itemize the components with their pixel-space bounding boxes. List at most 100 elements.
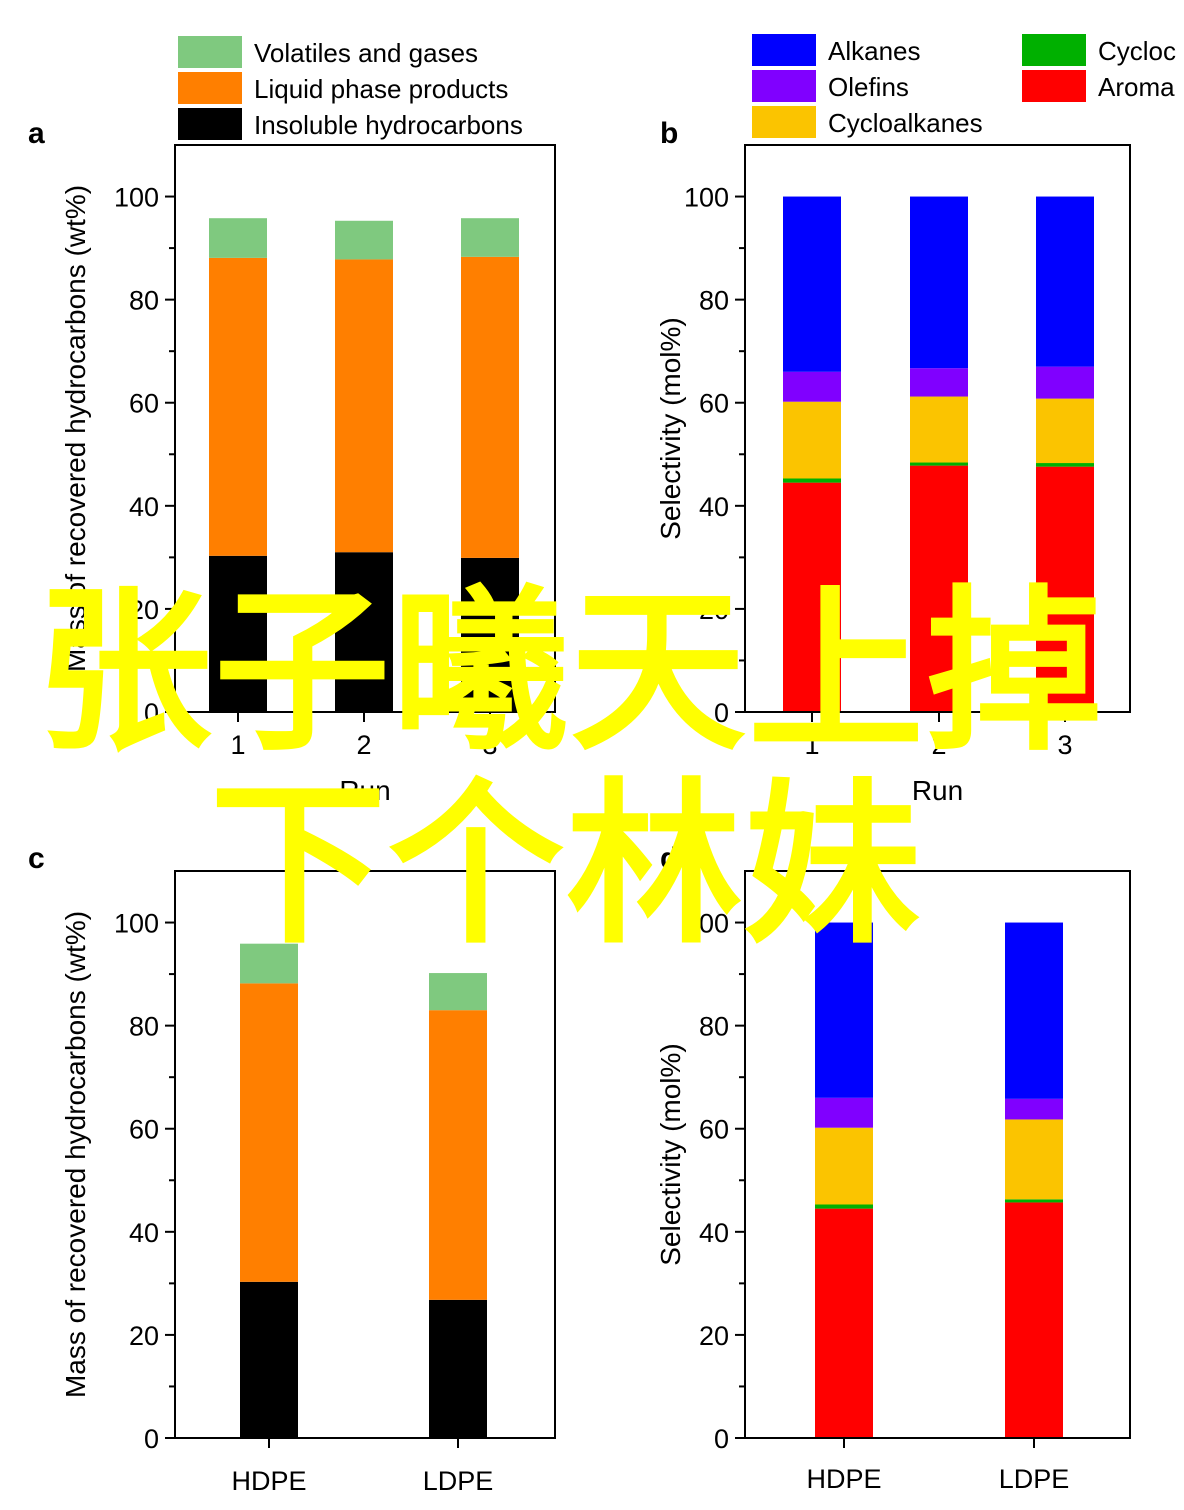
ytick-label-c-40: 40	[129, 1218, 159, 1248]
panel-letter-a: a	[28, 117, 45, 150]
ytick-label-b-20: 20	[699, 595, 729, 625]
ytick-label-d-80: 80	[699, 1012, 729, 1042]
legend-a-insoluble-swatch	[178, 108, 242, 140]
bar-c-ldpe-insoluble	[429, 1299, 487, 1438]
y-axis-label-b: Selectivity (mol%)	[655, 317, 686, 539]
ytick-label-b-80: 80	[699, 286, 729, 316]
chart-panel-d: 0 20 40 60 80 100 HDPE LDPE Selectivity (mol%) d	[655, 842, 1131, 1494]
xtick-label-c-ldpe: LDPE	[423, 1466, 494, 1496]
legend-b-cycloolefins-swatch	[1022, 34, 1086, 66]
bar-c-ldpe-volatiles	[429, 973, 487, 1011]
ytick-label-a-100: 100	[114, 183, 159, 213]
xtick-label-a-2: 2	[356, 730, 371, 760]
ytick-label-a-40: 40	[129, 492, 159, 522]
bar-a-1-insoluble	[209, 555, 267, 712]
bar-b-1-aromatics	[783, 482, 841, 712]
bar-a-2-liquid	[335, 259, 393, 553]
xtick-label-b-3: 3	[1057, 730, 1072, 760]
bar-d-hdpe-aromatics	[815, 1208, 873, 1438]
legend-a-liquid-swatch	[178, 72, 242, 104]
legend-a: Volatiles and gases Liquid phase products…	[178, 36, 523, 140]
xtick-label-b-2: 2	[931, 730, 946, 760]
ytick-label-d-0: 0	[714, 1424, 729, 1454]
bar-b-2-cycloalkanes	[910, 396, 968, 463]
ytick-label-d-60: 60	[699, 1115, 729, 1145]
ytick-label-b-40: 40	[699, 492, 729, 522]
ytick-label-a-20: 20	[129, 595, 159, 625]
plot-frame-d	[744, 870, 1131, 1439]
bar-a-2-volatiles	[335, 220, 393, 260]
ytick-label-b-100: 100	[684, 183, 729, 213]
bar-b-3-cycloolefins	[1036, 463, 1094, 467]
xtick-label-a-1: 1	[230, 730, 245, 760]
xtick-label-c-hdpe: HDPE	[231, 1466, 306, 1496]
bar-b-3-alkanes	[1036, 196, 1094, 367]
chart-panel-a: 0 20 40 60 80 100 1 2 3 Run Mass of recovered hydr…	[28, 117, 556, 806]
plot-frame-c	[174, 870, 556, 1439]
bar-c-hdpe-liquid	[240, 983, 298, 1282]
bar-a-1-liquid	[209, 257, 267, 556]
legend-a-volatiles-swatch	[178, 36, 242, 68]
legend-b-aromatics-label: Aroma	[1098, 72, 1175, 102]
chart-panel-c: 0 20 40 60 80 100 HDPE LDPE Mass of recovered hy…	[28, 842, 556, 1496]
ytick-label-d-40: 40	[699, 1218, 729, 1248]
ytick-label-c-60: 60	[129, 1115, 159, 1145]
legend-b: Alkanes Olefins Cycloalkanes Cycloc Aroma	[752, 34, 1176, 138]
bar-b-3-olefins	[1036, 366, 1094, 399]
xtick-label-a-3: 3	[482, 730, 497, 760]
bar-c-hdpe-volatiles	[240, 943, 298, 984]
bar-a-3-liquid	[461, 256, 519, 558]
x-axis-label-a: Run	[339, 775, 390, 806]
panel-letter-d: d	[660, 842, 678, 875]
bar-b-3-cycloalkanes	[1036, 398, 1094, 464]
y-axis-label-a: Mass of recovered hydrocarbons (wt%)	[60, 185, 91, 672]
bar-b-2-cycloolefins	[910, 462, 968, 466]
y-axis-label-d: Selectivity (mol%)	[655, 1043, 686, 1265]
bar-b-2-olefins	[910, 368, 968, 397]
xtick-label-b-1: 1	[804, 730, 819, 760]
ytick-label-c-100: 100	[114, 909, 159, 939]
xtick-label-d-ldpe: LDPE	[999, 1464, 1070, 1494]
chart-panel-b: 0 20 40 60 80 100 1 2 3 Run Selectivity (mol%) b	[655, 117, 1131, 806]
panel-letter-c: c	[28, 842, 45, 875]
y-axis-label-c: Mass of recovered hydrocarbons (wt%)	[60, 911, 91, 1398]
legend-b-cycloalkanes-swatch	[752, 106, 816, 138]
legend-a-liquid-label: Liquid phase products	[254, 74, 508, 104]
bar-d-ldpe-alkanes	[1005, 922, 1063, 1099]
bar-b-3-aromatics	[1036, 466, 1094, 712]
legend-b-olefins-swatch	[752, 70, 816, 102]
legend-b-alkanes-swatch	[752, 34, 816, 66]
legend-b-alkanes-label: Alkanes	[828, 36, 921, 66]
bar-b-1-cycloalkanes	[783, 401, 841, 479]
bar-b-2-alkanes	[910, 196, 968, 369]
legend-b-olefins-label: Olefins	[828, 72, 909, 102]
bar-d-ldpe-olefins	[1005, 1098, 1063, 1120]
ytick-label-a-60: 60	[129, 389, 159, 419]
ytick-label-b-0: 0	[714, 698, 729, 728]
bar-d-ldpe-aromatics	[1005, 1202, 1063, 1438]
ytick-label-a-80: 80	[129, 286, 159, 316]
bar-b-1-cycloolefins	[783, 478, 841, 483]
bar-d-ldpe-cycloalkanes	[1005, 1119, 1063, 1200]
bar-d-hdpe-olefins	[815, 1097, 873, 1128]
bar-d-hdpe-cycloalkanes	[815, 1127, 873, 1205]
bar-b-1-olefins	[783, 371, 841, 402]
ytick-label-c-80: 80	[129, 1012, 159, 1042]
ytick-label-a-0: 0	[144, 698, 159, 728]
plot-frame-b	[744, 144, 1131, 713]
ytick-label-c-0: 0	[144, 1424, 159, 1454]
legend-a-volatiles-label: Volatiles and gases	[254, 38, 478, 68]
bar-c-ldpe-liquid	[429, 1010, 487, 1300]
bar-c-hdpe-insoluble	[240, 1281, 298, 1438]
x-axis-label-b: Run	[912, 775, 963, 806]
legend-b-aromatics-swatch	[1022, 70, 1086, 102]
bar-a-3-insoluble	[461, 557, 519, 712]
bar-b-2-aromatics	[910, 465, 968, 712]
bar-a-1-volatiles	[209, 218, 267, 258]
bar-d-ldpe-cycloolefins	[1005, 1199, 1063, 1203]
ytick-label-d-20: 20	[699, 1321, 729, 1351]
bar-d-hdpe-cycloolefins	[815, 1204, 873, 1209]
ytick-label-b-60: 60	[699, 389, 729, 419]
ytick-label-c-20: 20	[129, 1321, 159, 1351]
